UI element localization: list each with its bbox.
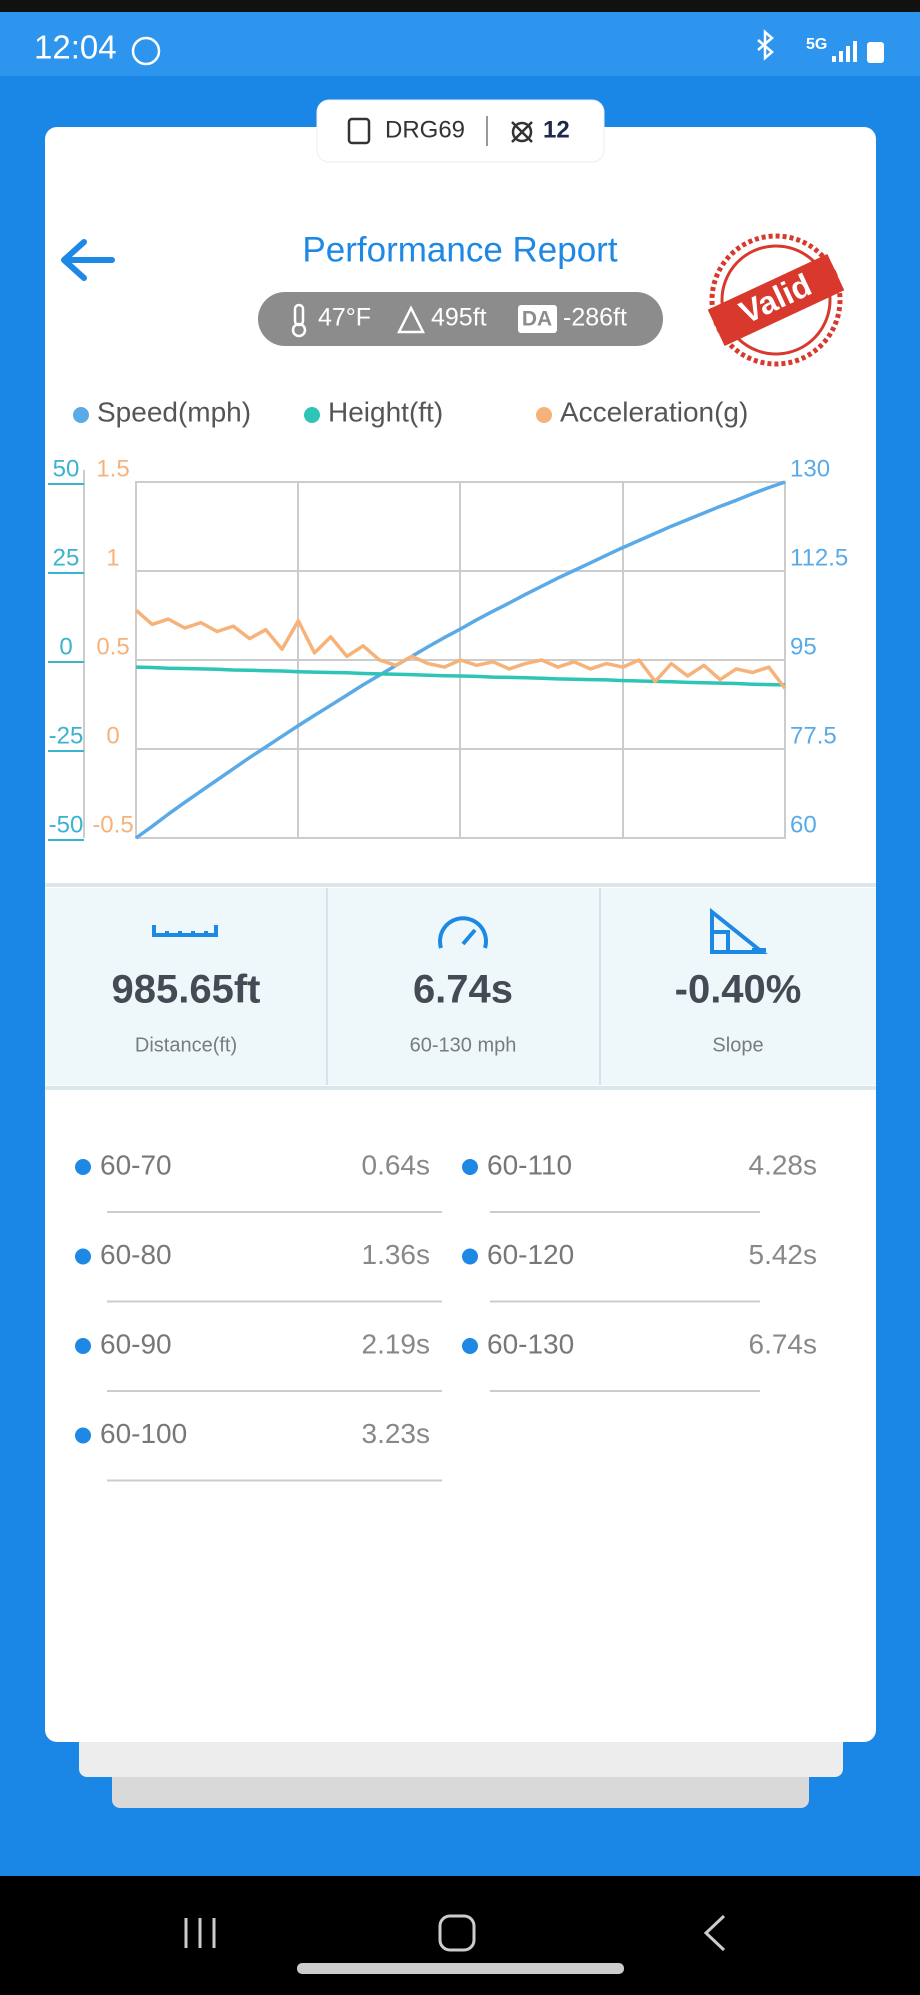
tick-label: 1 bbox=[106, 544, 119, 571]
tick-label: 1.5 bbox=[96, 455, 129, 482]
split-dot bbox=[462, 1159, 478, 1175]
series-line bbox=[134, 608, 787, 690]
density-altitude: -286ft bbox=[563, 304, 627, 332]
status-time: 12:04 bbox=[34, 29, 117, 66]
split-dot bbox=[462, 1338, 478, 1354]
temperature: 47°F bbox=[318, 304, 371, 332]
legend-dot bbox=[304, 407, 320, 423]
legend-label: Speed(mph) bbox=[97, 396, 251, 427]
summary-value: 6.74s bbox=[413, 968, 513, 1012]
back-nav-button[interactable] bbox=[703, 1914, 726, 1952]
tick-label: 25 bbox=[53, 544, 80, 571]
bluetooth-icon bbox=[757, 29, 774, 61]
legend-label: Height(ft) bbox=[328, 396, 443, 427]
split-range: 60-130 bbox=[487, 1328, 574, 1359]
split-time: 2.19s bbox=[362, 1328, 431, 1359]
da-badge bbox=[518, 305, 557, 333]
density-altitude-label: DA bbox=[522, 308, 552, 331]
summary-label: Slope bbox=[712, 1034, 763, 1056]
thermometer-icon bbox=[291, 303, 307, 338]
gauge-icon bbox=[438, 916, 488, 949]
device-icon bbox=[347, 117, 371, 145]
tick-label: 60 bbox=[790, 811, 817, 838]
conditions-pill bbox=[258, 292, 663, 346]
status-bar bbox=[0, 12, 920, 76]
summary-panel bbox=[45, 888, 876, 1085]
legend-dot bbox=[73, 407, 89, 423]
split-dot bbox=[75, 1338, 91, 1354]
summary-label: 60-130 mph bbox=[410, 1034, 517, 1056]
split-time: 0.64s bbox=[362, 1149, 431, 1180]
device-name: DRG69 bbox=[385, 116, 465, 143]
home-indicator bbox=[297, 1963, 624, 1974]
split-range: 60-90 bbox=[100, 1328, 172, 1359]
summary-label: Distance(ft) bbox=[135, 1034, 237, 1056]
battery-icon bbox=[867, 42, 884, 63]
tick-label: 50 bbox=[53, 455, 80, 482]
tick-label: -0.5 bbox=[92, 811, 133, 838]
legend-label: Acceleration(g) bbox=[560, 396, 748, 427]
tick-label: 77.5 bbox=[790, 722, 837, 749]
split-time: 3.23s bbox=[362, 1418, 431, 1449]
split-time: 1.36s bbox=[362, 1239, 431, 1270]
tick-label: 130 bbox=[790, 455, 830, 482]
tick-label: 0.5 bbox=[96, 633, 129, 660]
status-icon bbox=[131, 36, 161, 66]
chart: -50 -25 0 25 50 -0.5 0 0.5 1 1.5 60 77.5 95 112.5 130 S… bbox=[48, 396, 848, 841]
series-line bbox=[135, 665, 786, 687]
split-dot bbox=[75, 1159, 91, 1175]
network-label: 5G bbox=[806, 36, 827, 53]
legend-dot bbox=[536, 407, 552, 423]
split-dot bbox=[462, 1248, 478, 1265]
nav-bar bbox=[0, 1876, 920, 1995]
split-range: 60-70 bbox=[100, 1149, 172, 1180]
report-title: Performance Report bbox=[302, 230, 617, 269]
split-range: 60-100 bbox=[100, 1418, 187, 1449]
split-time: 5.42s bbox=[749, 1239, 818, 1270]
split-dot bbox=[75, 1427, 91, 1444]
tick-label: -50 bbox=[49, 811, 84, 838]
tick-label: 95 bbox=[790, 633, 817, 660]
satellite-count: 12 bbox=[543, 116, 570, 143]
tick-label: -25 bbox=[49, 722, 84, 749]
satellite-icon bbox=[511, 121, 533, 143]
split-range: 60-80 bbox=[100, 1239, 172, 1270]
back-button[interactable] bbox=[61, 239, 115, 281]
ruler-icon bbox=[152, 925, 218, 937]
device-pill[interactable] bbox=[316, 99, 605, 163]
split-dot bbox=[75, 1248, 91, 1265]
tick-label: 0 bbox=[59, 633, 72, 660]
split-time: 4.28s bbox=[749, 1149, 818, 1180]
altitude-icon bbox=[396, 305, 426, 334]
tick-label: 112.5 bbox=[790, 544, 848, 571]
altitude: 495ft bbox=[431, 304, 487, 332]
signal-icon bbox=[832, 41, 857, 62]
home-button[interactable] bbox=[438, 1914, 476, 1952]
slope-icon bbox=[710, 907, 768, 954]
split-range: 60-120 bbox=[487, 1239, 574, 1270]
split-time: 6.74s bbox=[749, 1328, 818, 1359]
recents-button[interactable] bbox=[184, 1918, 216, 1948]
series-line bbox=[134, 480, 786, 840]
summary-value: 985.65ft bbox=[112, 968, 261, 1012]
tick-label: 0 bbox=[106, 722, 119, 749]
summary-value: -0.40% bbox=[675, 968, 802, 1012]
split-range: 60-110 bbox=[487, 1149, 572, 1180]
top-edge bbox=[0, 0, 920, 12]
